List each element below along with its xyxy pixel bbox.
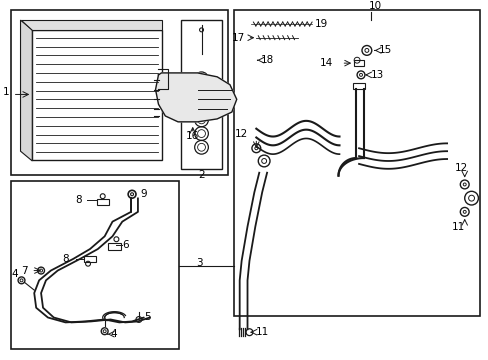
Text: 2: 2 <box>198 170 204 180</box>
Text: 5: 5 <box>143 311 150 321</box>
Text: 10: 10 <box>368 1 381 12</box>
Bar <box>11 181 179 349</box>
Bar <box>353 60 363 66</box>
Text: 1: 1 <box>3 87 10 98</box>
Text: 4: 4 <box>12 270 19 279</box>
Text: 19: 19 <box>314 19 327 29</box>
Text: 6: 6 <box>122 240 129 250</box>
Text: 14: 14 <box>319 58 332 68</box>
Circle shape <box>245 21 251 27</box>
Bar <box>181 20 222 169</box>
Text: 8: 8 <box>62 254 69 264</box>
Bar <box>233 10 479 316</box>
Text: 11: 11 <box>255 327 268 337</box>
Text: 3: 3 <box>195 258 202 268</box>
Bar <box>32 30 162 160</box>
Text: 8: 8 <box>75 195 82 205</box>
Text: 17: 17 <box>231 33 244 43</box>
Bar <box>249 35 256 41</box>
Bar <box>107 243 121 250</box>
Bar <box>352 83 364 89</box>
Text: 12: 12 <box>235 129 248 139</box>
Text: 7: 7 <box>21 266 28 275</box>
Bar <box>84 256 96 262</box>
Text: 4: 4 <box>110 329 117 339</box>
Text: 18: 18 <box>261 55 274 65</box>
Bar <box>97 199 108 205</box>
Polygon shape <box>20 20 162 30</box>
Bar <box>11 10 227 175</box>
Polygon shape <box>155 73 236 122</box>
Text: 9: 9 <box>140 189 146 199</box>
Text: 12: 12 <box>454 163 468 173</box>
Text: 11: 11 <box>451 221 465 231</box>
Text: 16: 16 <box>186 131 199 140</box>
Text: 15: 15 <box>378 45 391 55</box>
Polygon shape <box>20 20 32 161</box>
Text: 13: 13 <box>370 70 383 80</box>
